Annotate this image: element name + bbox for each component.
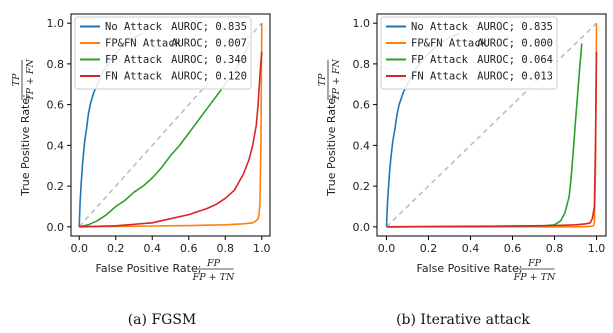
x-tick-label: 0.8 [546, 242, 564, 255]
y-tick-label: 0.8 [47, 58, 65, 71]
panel-iterative-attack: 0.0 0.2 0.4 0.6 0.8 1.0 0.0 0.2 0.4 0.6 0.8 1.0 Fals… [317, 13, 607, 328]
x-tick-label: 0.6 [504, 242, 522, 255]
x-tick-label: 0.8 [217, 242, 235, 255]
y-tick-label: 0.2 [353, 180, 371, 193]
y-tick-label: 1.0 [353, 17, 371, 30]
panel-fgsm: 0.0 0.2 0.4 0.6 0.8 1.0 0.0 0.2 0.4 0.6 0.8 1.0 Fals… [11, 13, 271, 328]
legend-entry-score-3: AUROC; 0.013 [477, 71, 553, 83]
x-tick-label: 1.0 [253, 242, 271, 255]
x-tick-label: 1.0 [588, 242, 606, 255]
series-line-1 [79, 23, 263, 228]
y-tick-label: 0.0 [47, 221, 65, 234]
legend-entry-name-0: No Attack [411, 21, 469, 33]
y-axis-label-group: True Positive Rate; TP TP + FN [317, 59, 342, 197]
legend-entry-score-3: AUROC; 0.120 [171, 71, 247, 83]
x-tick-label: 0.4 [462, 242, 480, 255]
y-axis-frac-denominator: TP + FN [25, 59, 36, 101]
legend-entry-score-0: AUROC; 0.835 [171, 21, 247, 33]
series-line-3 [386, 51, 598, 228]
legend-entry-score-1: AUROC; 0.007 [171, 38, 247, 50]
y-tick-label: 1.0 [47, 17, 65, 30]
y-tick-label: 0.8 [353, 58, 371, 71]
y-tick-label: 0.4 [353, 139, 371, 152]
legend-entry-score-0: AUROC; 0.835 [477, 21, 553, 33]
panel-caption: (a) FGSM [128, 312, 197, 328]
legend-entry-name-3: FN Attack [105, 71, 163, 83]
y-tick-label: 0.2 [47, 180, 65, 193]
y-tick-label: 0.6 [47, 99, 65, 112]
legend-entry-name-2: FP Attack [411, 54, 469, 66]
x-tick-label: 0.4 [143, 242, 161, 255]
legend-entry-name-3: FN Attack [411, 71, 469, 83]
x-axis-frac-denominator: FP + TN [192, 272, 235, 283]
legend-entry-score-2: AUROC; 0.064 [477, 54, 553, 66]
legend-entry-name-2: FP Attack [105, 54, 163, 66]
x-tick-label: 0.2 [107, 242, 125, 255]
x-axis-label: False Positive Rate; [417, 262, 523, 275]
chance-diagonal-line [385, 22, 598, 228]
y-tick-label: 0.6 [353, 99, 371, 112]
y-axis-frac-denominator: TP + FN [331, 59, 342, 101]
legend-entry-name-1: FP&FN Attack [105, 38, 182, 50]
x-axis-frac-denominator: FP + TN [513, 272, 556, 283]
series-line-3 [79, 51, 263, 228]
legend-box [380, 16, 558, 90]
x-axis-frac-numerator: FP [527, 258, 542, 269]
y-tick-label: 0.0 [353, 221, 371, 234]
y-axis-frac-numerator: TP [11, 73, 22, 86]
plot-frame [376, 13, 607, 237]
x-tick-label: 0.0 [70, 242, 88, 255]
y-axis-frac-numerator: TP [317, 73, 328, 86]
x-tick-label: 0.6 [180, 242, 198, 255]
legend-entry-score-2: AUROC; 0.340 [171, 54, 247, 66]
x-tick-label: 0.0 [378, 242, 396, 255]
legend-entry-name-0: No Attack [105, 21, 163, 33]
y-tick-label: 0.4 [47, 139, 65, 152]
legend-box [74, 16, 252, 90]
y-axis-label: True Positive Rate; [19, 94, 32, 197]
x-axis-frac-numerator: FP [206, 258, 221, 269]
panel-caption: (b) Iterative attack [396, 312, 530, 328]
y-axis-label: True Positive Rate; [325, 94, 338, 197]
legend-entry-score-1: AUROC; 0.000 [477, 38, 553, 50]
x-tick-label: 0.2 [420, 242, 438, 255]
plot-frame [70, 13, 271, 237]
x-axis-label: False Positive Rate; [96, 262, 202, 275]
legend-entry-name-1: FP&FN Attack [411, 38, 488, 50]
y-axis-label-group: True Positive Rate; TP TP + FN [11, 59, 36, 197]
